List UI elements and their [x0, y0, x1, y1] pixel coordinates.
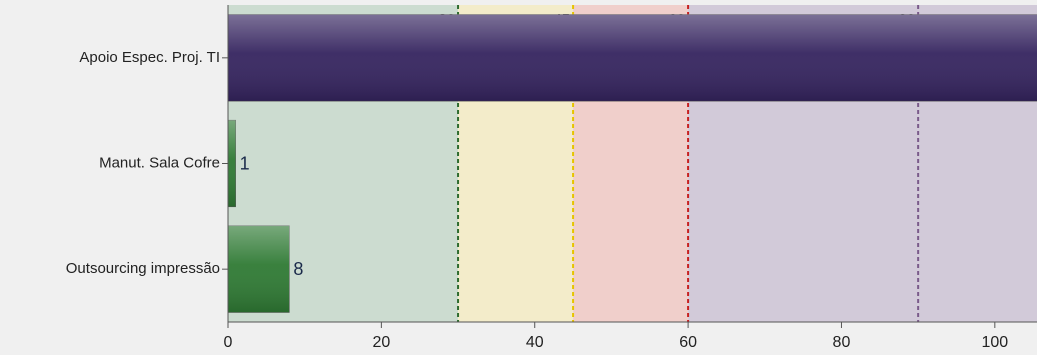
x-tick-label: 20 [372, 334, 390, 351]
bar-sheen [228, 225, 290, 313]
x-tick-label: 80 [833, 334, 851, 351]
category-label: Manut. Sala Cofre [99, 154, 220, 171]
category-label: Outsourcing impressão [66, 260, 220, 277]
bar-sheen [228, 120, 236, 207]
data-label: 1 [240, 153, 250, 173]
x-tick-label: 40 [526, 334, 544, 351]
data-label: 8 [293, 259, 303, 279]
axes: Apoio Espec. Proj. TI Manut. Sala Cofre Ou… [66, 5, 1037, 351]
x-tick-label: 100 [981, 334, 1008, 351]
x-tick-label: 60 [679, 334, 697, 351]
plot-area: 3045609018 [228, 5, 1037, 322]
x-tick-label: 0 [224, 334, 233, 351]
bar-sheen [228, 14, 1037, 102]
category-label: Apoio Espec. Proj. TI [79, 49, 220, 66]
